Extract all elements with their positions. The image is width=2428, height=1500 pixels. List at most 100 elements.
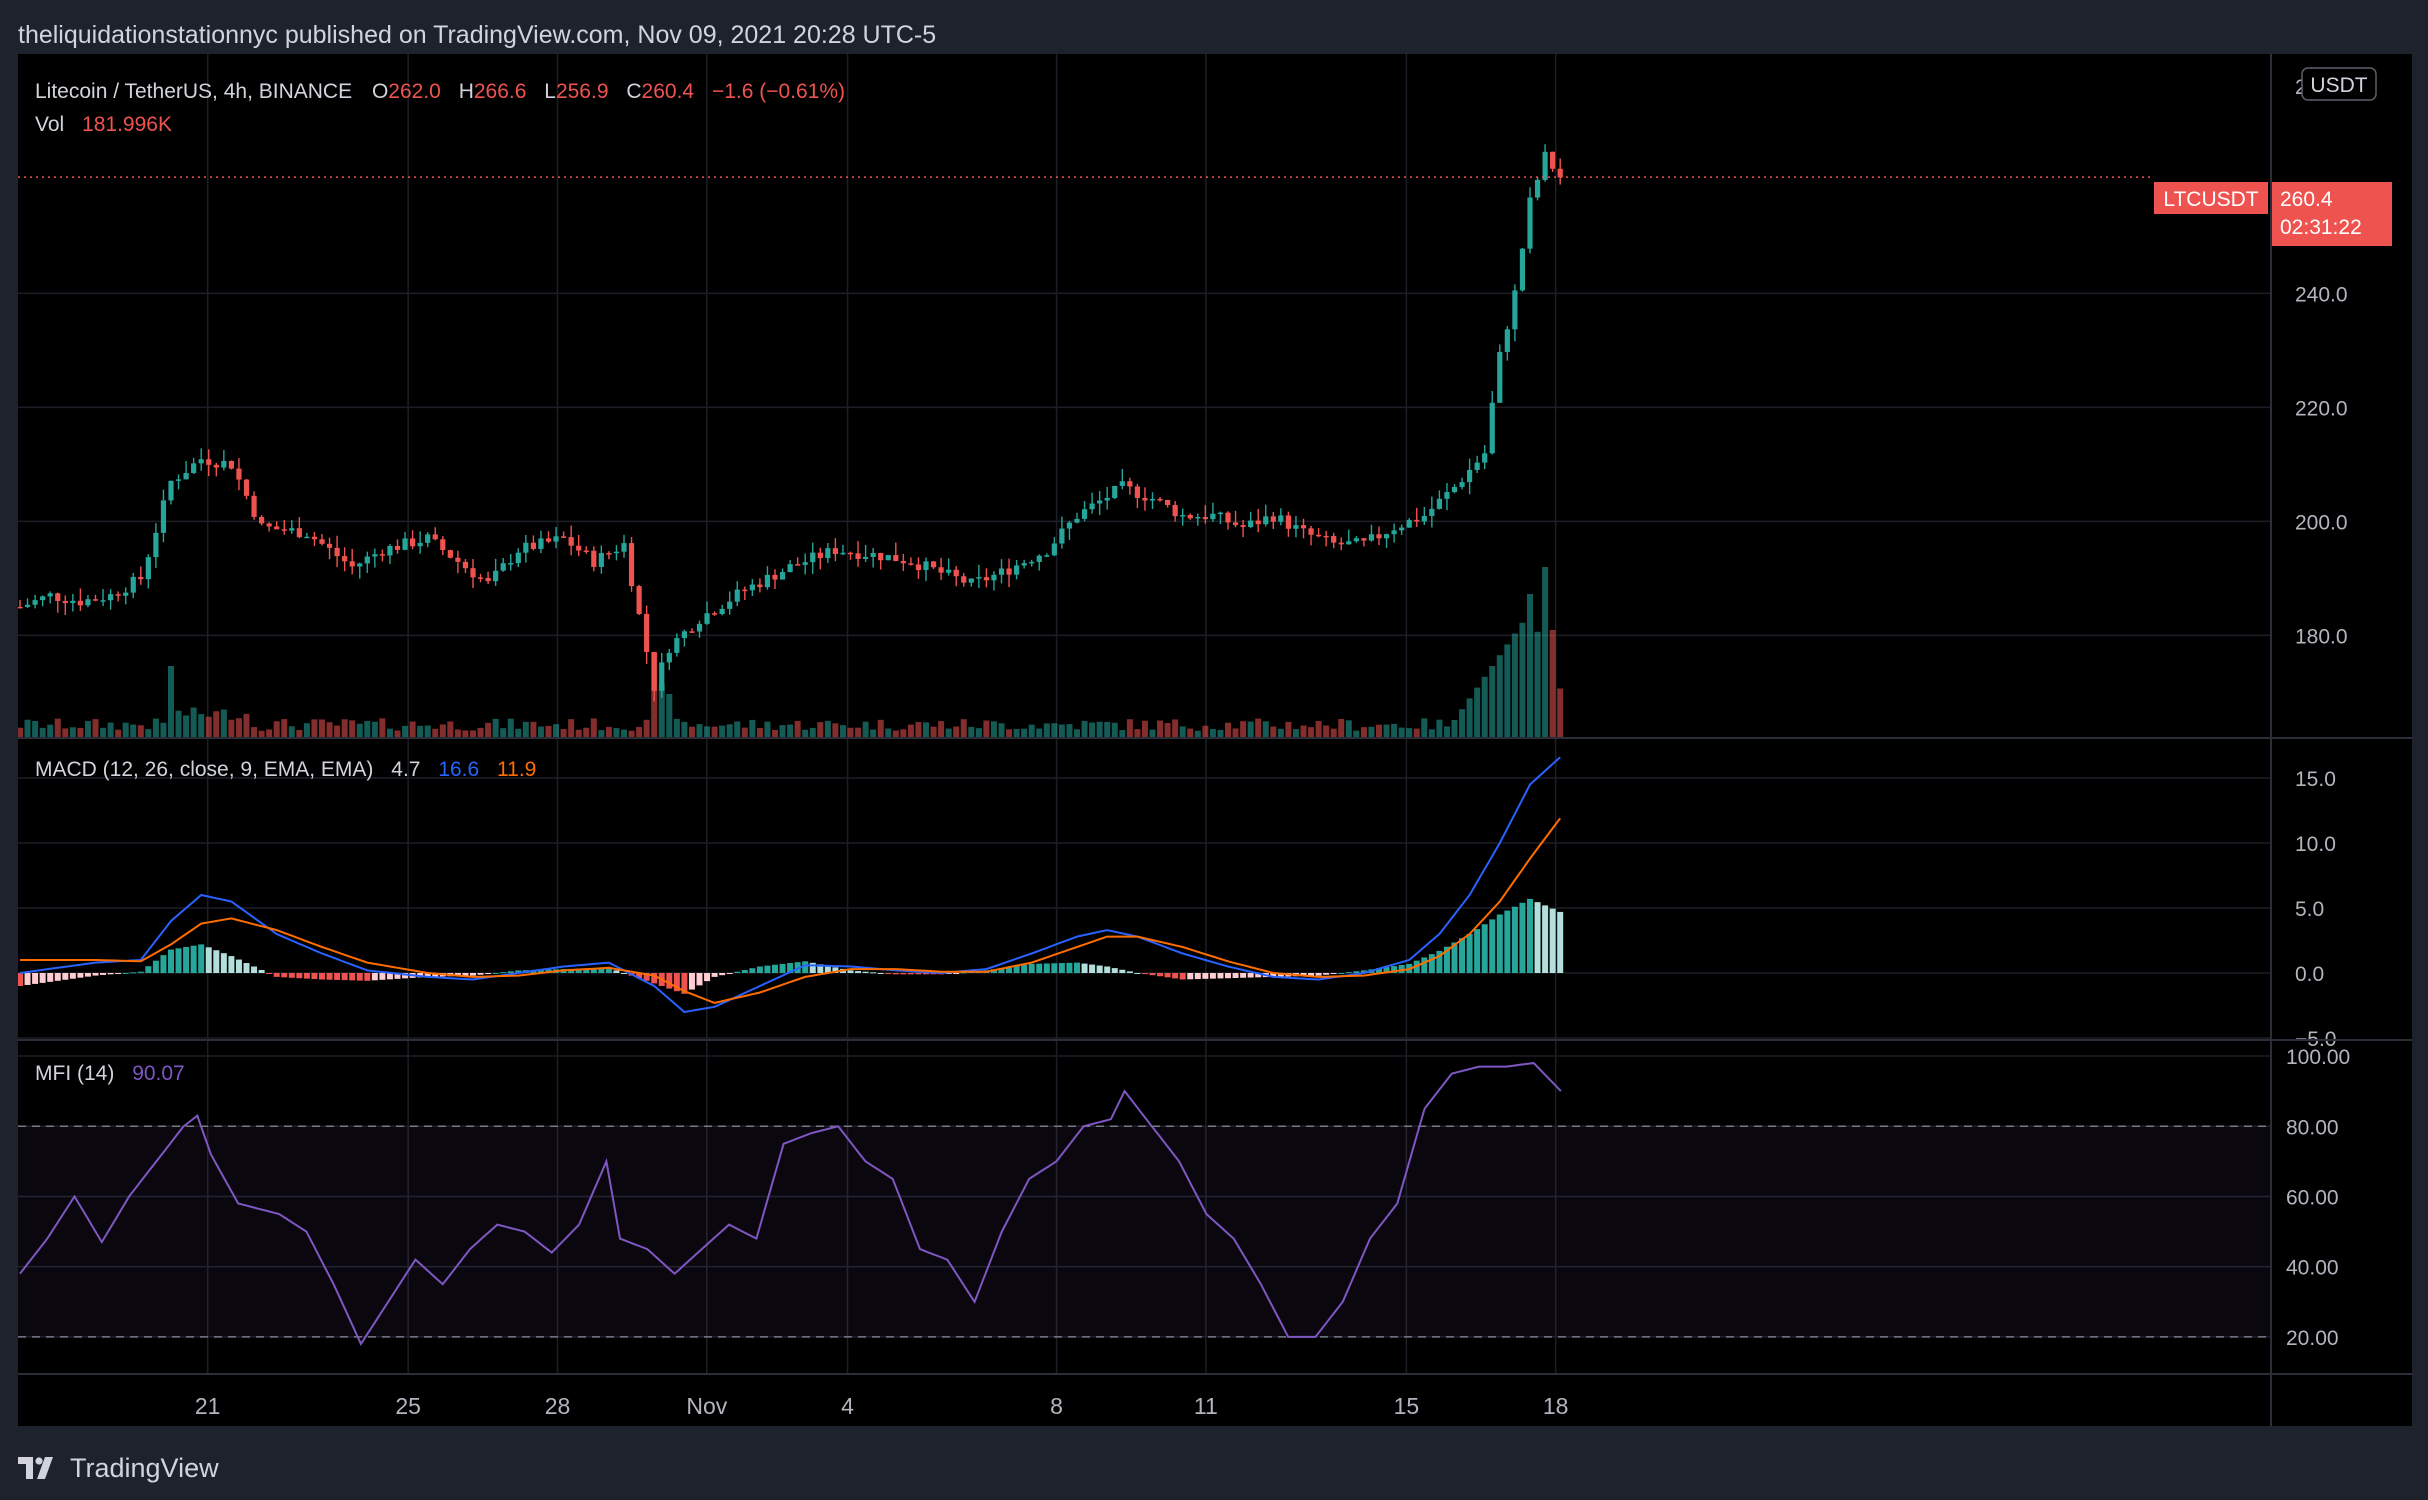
candle-body[interactable] bbox=[795, 564, 801, 566]
candle-body[interactable] bbox=[930, 561, 937, 568]
candle-body[interactable] bbox=[1006, 568, 1012, 575]
candle-body[interactable] bbox=[1338, 542, 1344, 545]
candle-body[interactable] bbox=[1142, 497, 1148, 501]
candle-body[interactable] bbox=[1429, 508, 1435, 517]
candle-body[interactable] bbox=[17, 606, 23, 609]
candle-body[interactable] bbox=[168, 480, 174, 501]
candle-body[interactable] bbox=[538, 538, 544, 549]
candle-body[interactable] bbox=[1165, 499, 1171, 506]
candle-body[interactable] bbox=[432, 534, 438, 540]
candle-body[interactable] bbox=[334, 547, 340, 557]
candle-body[interactable] bbox=[1187, 515, 1193, 519]
candle-body[interactable] bbox=[493, 570, 499, 582]
candle-body[interactable] bbox=[613, 551, 620, 554]
candle-body[interactable] bbox=[946, 569, 952, 573]
candle-body[interactable] bbox=[802, 562, 808, 565]
candle-body[interactable] bbox=[123, 592, 129, 596]
candle-body[interactable] bbox=[1527, 197, 1533, 249]
candle-body[interactable] bbox=[817, 552, 823, 559]
candle-body[interactable] bbox=[1414, 519, 1420, 522]
candle-body[interactable] bbox=[734, 589, 740, 602]
candle-body[interactable] bbox=[1104, 497, 1110, 501]
candle-body[interactable] bbox=[1248, 520, 1254, 527]
candle-body[interactable] bbox=[923, 561, 929, 571]
candle-body[interactable] bbox=[243, 479, 250, 496]
candle-body[interactable] bbox=[1331, 536, 1337, 543]
candle-body[interactable] bbox=[485, 577, 491, 582]
candle-body[interactable] bbox=[145, 557, 151, 580]
candle-body[interactable] bbox=[1459, 482, 1465, 487]
candle-body[interactable] bbox=[92, 599, 99, 601]
candle-body[interactable] bbox=[402, 538, 408, 550]
candle-body[interactable] bbox=[1467, 469, 1473, 483]
candle-body[interactable] bbox=[1421, 516, 1427, 522]
candle-body[interactable] bbox=[70, 600, 76, 604]
candle-body[interactable] bbox=[1436, 498, 1442, 509]
candle-body[interactable] bbox=[1383, 534, 1390, 539]
candle-body[interactable] bbox=[1278, 515, 1284, 522]
candle-body[interactable] bbox=[153, 532, 159, 558]
candle-body[interactable] bbox=[832, 548, 838, 555]
candle-body[interactable] bbox=[251, 495, 257, 517]
candle-body[interactable] bbox=[991, 574, 997, 581]
candle-body[interactable] bbox=[266, 523, 272, 527]
candle-body[interactable] bbox=[870, 552, 876, 557]
candle-body[interactable] bbox=[296, 528, 302, 538]
candle-body[interactable] bbox=[477, 577, 484, 579]
candle-body[interactable] bbox=[1240, 525, 1246, 527]
candle-body[interactable] bbox=[968, 578, 974, 583]
candle-body[interactable] bbox=[1134, 486, 1140, 498]
candle-body[interactable] bbox=[1406, 519, 1412, 528]
candle-body[interactable] bbox=[1066, 522, 1073, 529]
candle-body[interactable] bbox=[1036, 555, 1042, 562]
candle-body[interactable] bbox=[1225, 512, 1231, 523]
candle-body[interactable] bbox=[855, 553, 861, 559]
candle-body[interactable] bbox=[236, 468, 242, 480]
candle-body[interactable] bbox=[530, 542, 536, 549]
candle-body[interactable] bbox=[878, 552, 884, 561]
candle-body[interactable] bbox=[764, 574, 771, 588]
candle-body[interactable] bbox=[1157, 498, 1163, 501]
price-pane[interactable]: 240.0 220.0 200.0 180.0 2 USDT LTCUSDT 260.… bbox=[17, 67, 2392, 738]
candle-body[interactable] bbox=[696, 623, 703, 632]
candle-body[interactable] bbox=[1376, 534, 1382, 539]
candle-body[interactable] bbox=[742, 589, 748, 592]
candle-body[interactable] bbox=[213, 464, 219, 468]
candle-body[interactable] bbox=[840, 552, 846, 555]
candle-body[interactable] bbox=[779, 572, 786, 580]
candle-body[interactable] bbox=[77, 600, 83, 606]
candle-body[interactable] bbox=[1119, 481, 1125, 486]
candle-body[interactable] bbox=[115, 594, 121, 596]
candle-body[interactable] bbox=[583, 550, 589, 553]
footer-brand[interactable]: TradingView bbox=[18, 1448, 219, 1488]
candle-body[interactable] bbox=[183, 473, 189, 480]
candle-body[interactable] bbox=[357, 563, 363, 567]
candle-body[interactable] bbox=[1444, 492, 1450, 499]
candle-body[interactable] bbox=[825, 548, 831, 559]
candle-body[interactable] bbox=[1497, 351, 1503, 403]
candle-body[interactable] bbox=[198, 459, 204, 464]
candle-body[interactable] bbox=[1112, 485, 1118, 498]
candle-body[interactable] bbox=[915, 564, 922, 571]
candle-body[interactable] bbox=[1172, 505, 1178, 517]
candle-body[interactable] bbox=[885, 555, 891, 561]
candle-body[interactable] bbox=[1195, 516, 1201, 519]
candle-body[interactable] bbox=[636, 586, 642, 614]
candle-body[interactable] bbox=[953, 569, 959, 577]
candle-body[interactable] bbox=[908, 563, 914, 565]
macd-pane[interactable]: 15.010.05.00.0−5.0 MACD (12, 26, close, … bbox=[17, 756, 2336, 1051]
candle-body[interactable] bbox=[372, 554, 378, 557]
candle-body[interactable] bbox=[1202, 516, 1208, 520]
candle-body[interactable] bbox=[1512, 290, 1518, 330]
candle-body[interactable] bbox=[1217, 512, 1224, 515]
candle-body[interactable] bbox=[326, 543, 333, 548]
candle-body[interactable] bbox=[108, 594, 114, 601]
candle-body[interactable] bbox=[1081, 509, 1088, 519]
candle-body[interactable] bbox=[425, 534, 431, 543]
candle-body[interactable] bbox=[847, 552, 854, 555]
candle-body[interactable] bbox=[1323, 535, 1329, 538]
candle-body[interactable] bbox=[455, 557, 461, 562]
candle-body[interactable] bbox=[304, 536, 310, 539]
candle-body[interactable] bbox=[221, 460, 227, 468]
